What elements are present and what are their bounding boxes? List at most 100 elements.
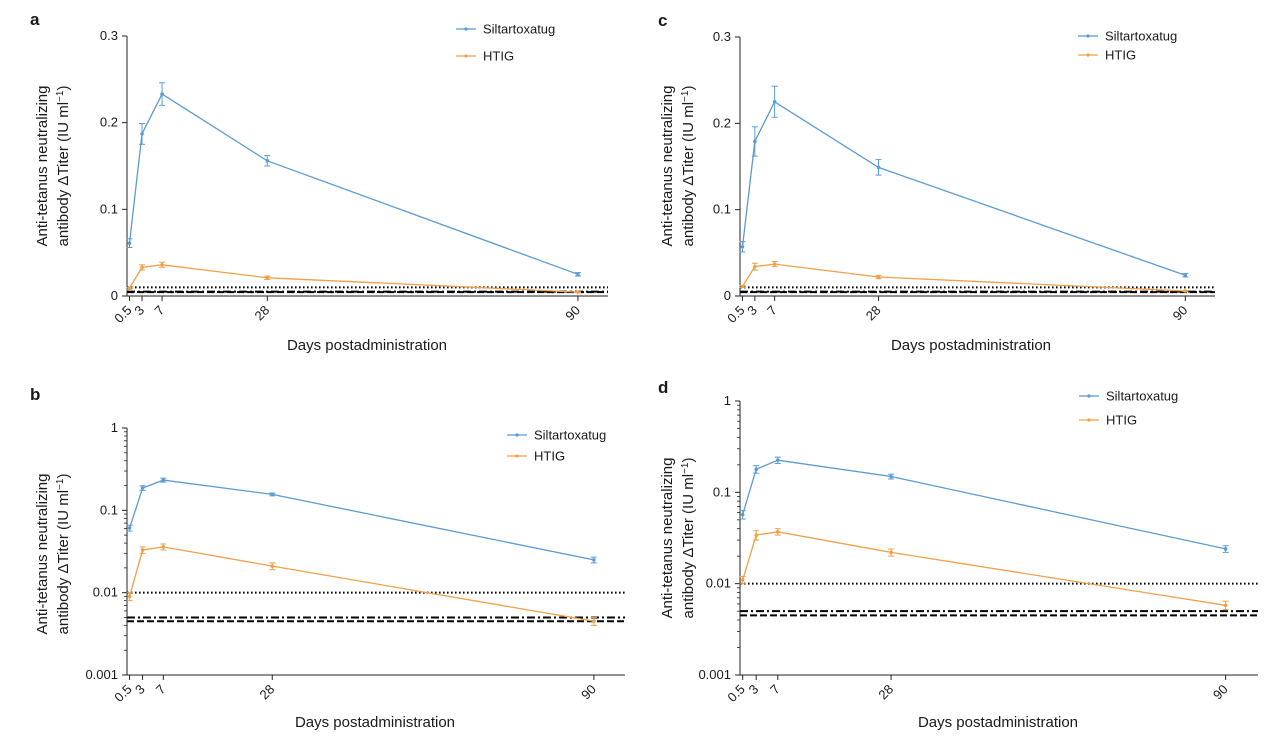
panel-b: b 0.001 0.01 0.1 1 0.53 7 28 90 Days postadminist… — [30, 385, 625, 731]
x-tick-label: 7 — [767, 682, 783, 698]
y-tick-label: 0.2 — [100, 115, 118, 130]
y-axis-label-superscript: −1 — [55, 90, 66, 102]
x-tick-label: 28 — [252, 303, 273, 324]
data-point — [1223, 547, 1228, 551]
legend-marker — [464, 54, 468, 58]
legend-label: HTIG — [483, 49, 514, 64]
x-axis-label: Days postadministration — [891, 337, 1051, 354]
data-point — [270, 492, 275, 497]
data-point — [1183, 289, 1188, 293]
data-point — [576, 290, 580, 294]
data-point — [127, 241, 132, 245]
y-axis-label-line-1: Anti-tetanus neutralizing — [659, 458, 676, 619]
data-point — [160, 92, 164, 96]
data-point — [775, 529, 780, 534]
data-point — [265, 276, 270, 280]
legend-marker — [515, 433, 519, 437]
data-point — [140, 265, 144, 270]
y-tick-label: 0.3 — [713, 29, 731, 44]
data-point — [127, 594, 132, 599]
y-axis-label-line-2: antibody ΔTiter (IU ml−1) — [55, 86, 72, 247]
y-tick-label: 0.01 — [93, 585, 118, 600]
y-tick-label: 0 — [111, 288, 118, 303]
y-tick-label: 0.1 — [713, 202, 731, 217]
series-line-2 — [742, 531, 1226, 606]
x-tick-label: 0.5 — [111, 303, 134, 326]
data-point — [772, 99, 777, 104]
data-point — [140, 132, 144, 136]
y-tick-label: 1 — [724, 393, 731, 408]
x-tick-label: 0.5 — [111, 682, 134, 705]
series-line-1 — [128, 93, 579, 275]
y-tick-label: 0.2 — [713, 115, 731, 130]
x-tick-label: 90 — [562, 303, 583, 324]
data-point — [161, 478, 166, 482]
y-tick-label: 0.1 — [713, 484, 731, 499]
y-axis-label-superscript: −1 — [680, 90, 691, 102]
data-point — [753, 264, 757, 269]
y-tick-label: 0.001 — [85, 667, 118, 682]
data-point — [753, 139, 757, 144]
data-point — [161, 545, 166, 549]
data-point — [160, 263, 164, 267]
data-point — [740, 512, 745, 517]
x-tick-label: 7 — [151, 303, 167, 319]
data-point — [740, 284, 745, 289]
legend-label: Siltartoxatug — [483, 22, 555, 37]
data-point — [876, 165, 881, 170]
y-tick-label: 0.001 — [698, 667, 731, 682]
y-axis-label-end: ) — [680, 458, 697, 463]
x-tick-label: 7 — [153, 682, 169, 698]
y-axis-label-end: ) — [55, 86, 72, 91]
legend-marker — [1086, 34, 1090, 38]
x-tick-label: 3 — [131, 303, 147, 319]
data-point — [1223, 603, 1228, 608]
x-tick-label: 0.5 — [724, 303, 747, 326]
data-point — [889, 550, 893, 555]
panel-d: d 0.001 0.01 0.1 1 0.53 7 28 90 Days postadminist… — [658, 378, 1258, 731]
legend-marker — [515, 454, 519, 458]
y-tick-label: 0.1 — [100, 201, 118, 216]
legend-label: Siltartoxatug — [534, 428, 606, 443]
y-tick-label: 0.3 — [100, 28, 118, 43]
legend-label: HTIG — [1105, 48, 1136, 63]
x-tick-label: 7 — [764, 303, 780, 319]
y-axis-label-line-2: antibody ΔTiter (IU ml−1) — [55, 474, 72, 635]
series-line-1 — [741, 100, 1186, 276]
panel-a: a 0 0.1 0.2 0.3 0.53 7 28 90 Days postadministrat… — [30, 10, 608, 354]
y-axis-label-main: antibody ΔTiter (IU ml — [680, 102, 697, 247]
y-axis-label-line-2: antibody ΔTiter (IU ml−1) — [680, 86, 697, 247]
data-point — [754, 467, 758, 472]
y-axis-label-main: antibody ΔTiter (IU ml — [680, 474, 697, 619]
y-axis-label-line-2: antibody ΔTiter (IU ml−1) — [680, 458, 697, 619]
x-tick-label: 90 — [1170, 303, 1191, 324]
y-axis-label-main: antibody ΔTiter (IU ml — [55, 490, 72, 635]
data-point — [754, 533, 758, 537]
data-point — [127, 526, 132, 530]
x-tick-label: 3 — [132, 682, 148, 698]
y-tick-label: 1 — [111, 420, 118, 435]
data-point — [775, 458, 780, 462]
data-point — [740, 244, 745, 249]
legend-label: Siltartoxatug — [1105, 29, 1177, 44]
data-point — [127, 286, 132, 291]
y-axis-label-line-1: Anti-tetanus neutralizing — [34, 86, 51, 247]
legend-label: Siltartoxatug — [1106, 389, 1178, 404]
data-point — [740, 578, 745, 582]
y-axis-label-main: antibody ΔTiter (IU ml — [55, 102, 72, 247]
y-axis-label-superscript: −1 — [680, 462, 691, 474]
panel-c: c 0 0.1 0.2 0.3 0.53 7 28 90 Days postadministrat… — [658, 11, 1215, 354]
x-axis-label: Days postadministration — [287, 337, 447, 354]
y-tick-label: 0.01 — [706, 576, 731, 591]
x-tick-label: 28 — [863, 303, 884, 324]
data-point — [1183, 273, 1188, 278]
legend-marker — [1087, 418, 1091, 422]
series-line-1 — [742, 459, 1226, 550]
y-axis-label-superscript: −1 — [55, 478, 66, 490]
legend-marker — [1087, 394, 1091, 398]
legend-label: HTIG — [1106, 413, 1137, 428]
data-point — [140, 486, 145, 490]
y-tick-label: 0.1 — [100, 502, 118, 517]
x-tick-label: 90 — [578, 682, 599, 703]
